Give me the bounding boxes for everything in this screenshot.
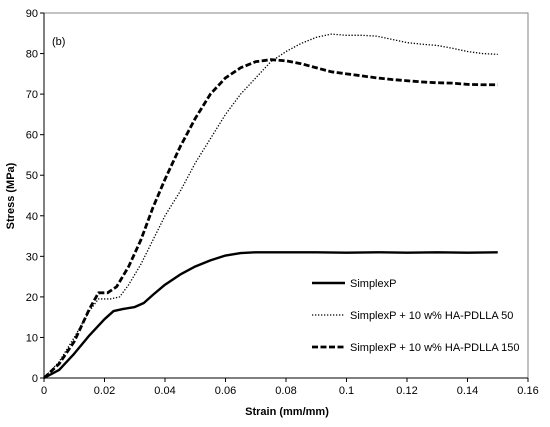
y-tick-label: 10 bbox=[26, 332, 38, 344]
legend-label: SimplexP + 10 w% HA-PDLLA 50 bbox=[350, 310, 513, 322]
legend: SimplexP SimplexP + 10 w% HA-PDLLA 50 Simp… bbox=[312, 278, 519, 354]
x-tick-label: 0.02 bbox=[94, 385, 115, 397]
series-lines bbox=[43, 33, 498, 380]
y-tick-label: 40 bbox=[26, 211, 38, 223]
x-tick-label: 0 bbox=[41, 385, 47, 397]
y-axis-title: Stress (MPa) bbox=[5, 162, 17, 229]
series-line-simplexp-10-w-ha-pdlla-50 bbox=[43, 33, 498, 379]
x-axis-title: Strain (mm/mm) bbox=[245, 406, 329, 418]
x-tick-label: 0.04 bbox=[154, 385, 175, 397]
y-tick-label: 50 bbox=[26, 170, 38, 182]
y-tick-label: 90 bbox=[26, 8, 38, 20]
y-tick-label: 0 bbox=[32, 373, 38, 385]
x-tick-label: 0.16 bbox=[517, 385, 538, 397]
x-tick-label: 0.08 bbox=[275, 385, 296, 397]
series-line-simplexp-10-w-ha-pdlla-150 bbox=[43, 58, 498, 380]
panel-label: (b) bbox=[52, 36, 65, 48]
x-tick-label: 0.1 bbox=[339, 385, 354, 397]
y-axis-ticks: 0 10 20 30 40 50 60 70 80 90 bbox=[26, 8, 44, 385]
y-tick-label: 20 bbox=[26, 292, 38, 304]
legend-label: SimplexP bbox=[350, 278, 396, 290]
y-tick-label: 30 bbox=[26, 251, 38, 263]
y-tick-label: 70 bbox=[26, 89, 38, 101]
x-tick-label: 0.12 bbox=[396, 385, 417, 397]
legend-label: SimplexP + 10 w% HA-PDLLA 150 bbox=[350, 342, 519, 354]
y-tick-label: 60 bbox=[26, 130, 38, 142]
x-tick-label: 0.14 bbox=[457, 385, 478, 397]
series-line-simplexp bbox=[43, 251, 498, 380]
x-axis-ticks: 0 0.02 0.04 0.06 0.08 0.1 0.12 0.14 0.16 bbox=[41, 378, 539, 397]
y-tick-label: 80 bbox=[26, 49, 38, 61]
x-tick-label: 0.06 bbox=[215, 385, 236, 397]
